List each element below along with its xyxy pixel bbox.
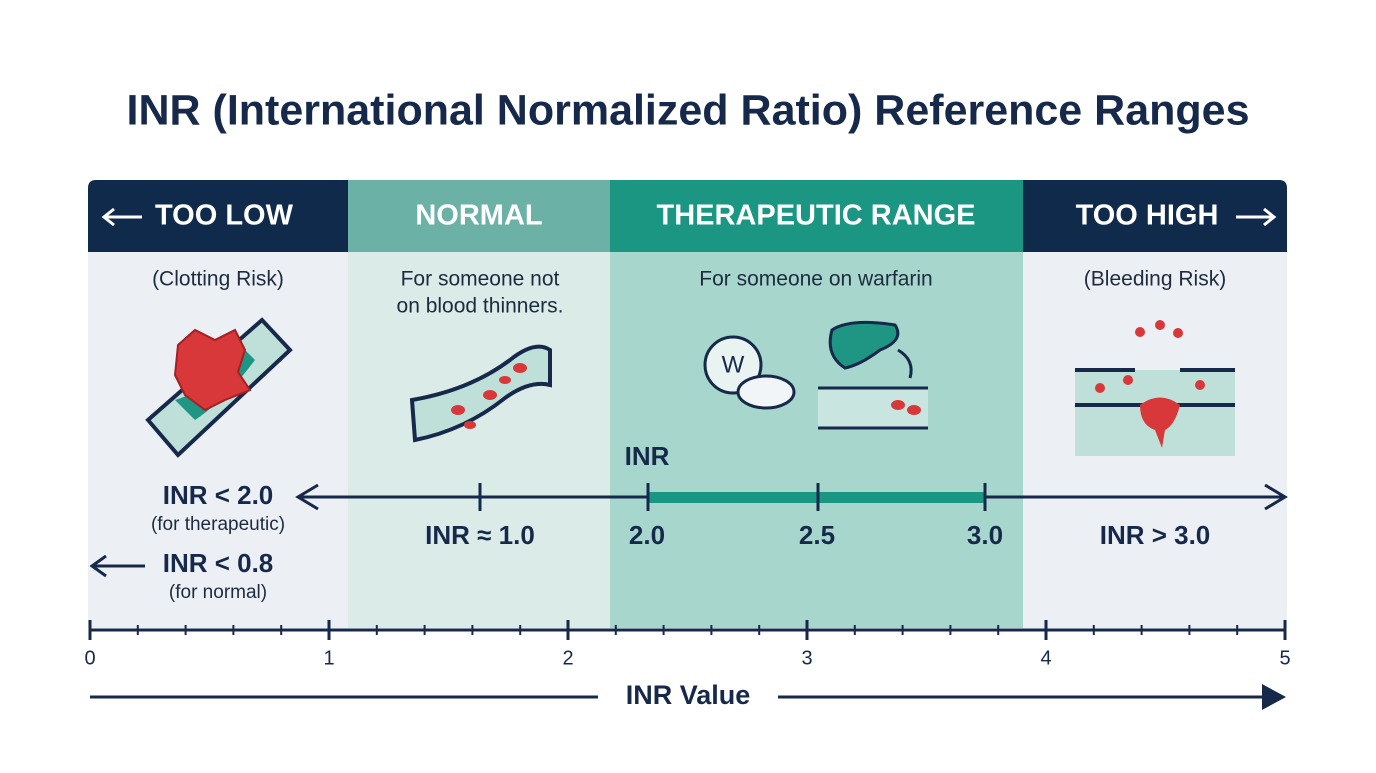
axis-tick-label: 4 xyxy=(1040,647,1051,669)
inr-label: INR < 2.0 xyxy=(163,480,274,510)
axis-tick-label: 5 xyxy=(1279,647,1290,669)
axis-label: INR Value xyxy=(626,680,751,710)
arrow-icon xyxy=(1236,207,1277,227)
axis-tick-label: 1 xyxy=(323,647,334,669)
note: For someone not xyxy=(401,268,560,291)
icon-letter: W xyxy=(722,351,745,378)
inr-label: INR > 3.0 xyxy=(1100,520,1211,550)
bleeding-icon xyxy=(1075,320,1235,456)
header: TOO LOW xyxy=(155,200,294,232)
scale-label: INR xyxy=(625,441,670,471)
inr-label: INR ≈ 1.0 xyxy=(425,520,535,550)
header: NORMAL xyxy=(415,200,542,232)
note: For someone on warfarin xyxy=(699,268,932,291)
header: THERAPEUTIC RANGE xyxy=(656,200,975,232)
inr-note: (for therapeutic) xyxy=(151,514,285,535)
note: (Clotting Risk) xyxy=(152,268,284,291)
col-body xyxy=(348,252,610,628)
axis-tick-label: 3 xyxy=(801,647,812,669)
scale-arrows xyxy=(295,483,1288,511)
scale-ticks xyxy=(478,483,987,511)
axis-tick-label: 2 xyxy=(562,647,573,669)
header-bg xyxy=(610,180,1023,252)
inr-label: INR < 0.8 xyxy=(163,548,274,578)
header: TOO HIGH xyxy=(1076,200,1219,232)
note: on blood thinners. xyxy=(397,295,564,318)
axis: 0 1 2 3 4 5 xyxy=(84,620,1291,669)
clot-icon xyxy=(145,317,293,458)
header-bg xyxy=(88,180,348,252)
header-bg xyxy=(348,180,610,252)
vessel-icon xyxy=(409,344,552,443)
title: INR (International Normalized Ratio) Ref… xyxy=(127,86,1250,134)
arrow-icon xyxy=(101,207,142,227)
note: (Bleeding Risk) xyxy=(1084,268,1226,291)
warfarin-icon: W xyxy=(703,320,928,430)
scale-tick-label: 2.5 xyxy=(799,520,835,550)
arrow-icon xyxy=(89,554,145,578)
col-body xyxy=(610,252,1023,628)
axis-arrowhead xyxy=(1262,684,1286,710)
inr-note: (for normal) xyxy=(169,582,267,603)
scale-tick-label: 3.0 xyxy=(967,520,1003,550)
header-bg xyxy=(1023,180,1287,252)
scale-tick-label: 2.0 xyxy=(629,520,665,550)
axis-tick-label: 0 xyxy=(84,647,95,669)
